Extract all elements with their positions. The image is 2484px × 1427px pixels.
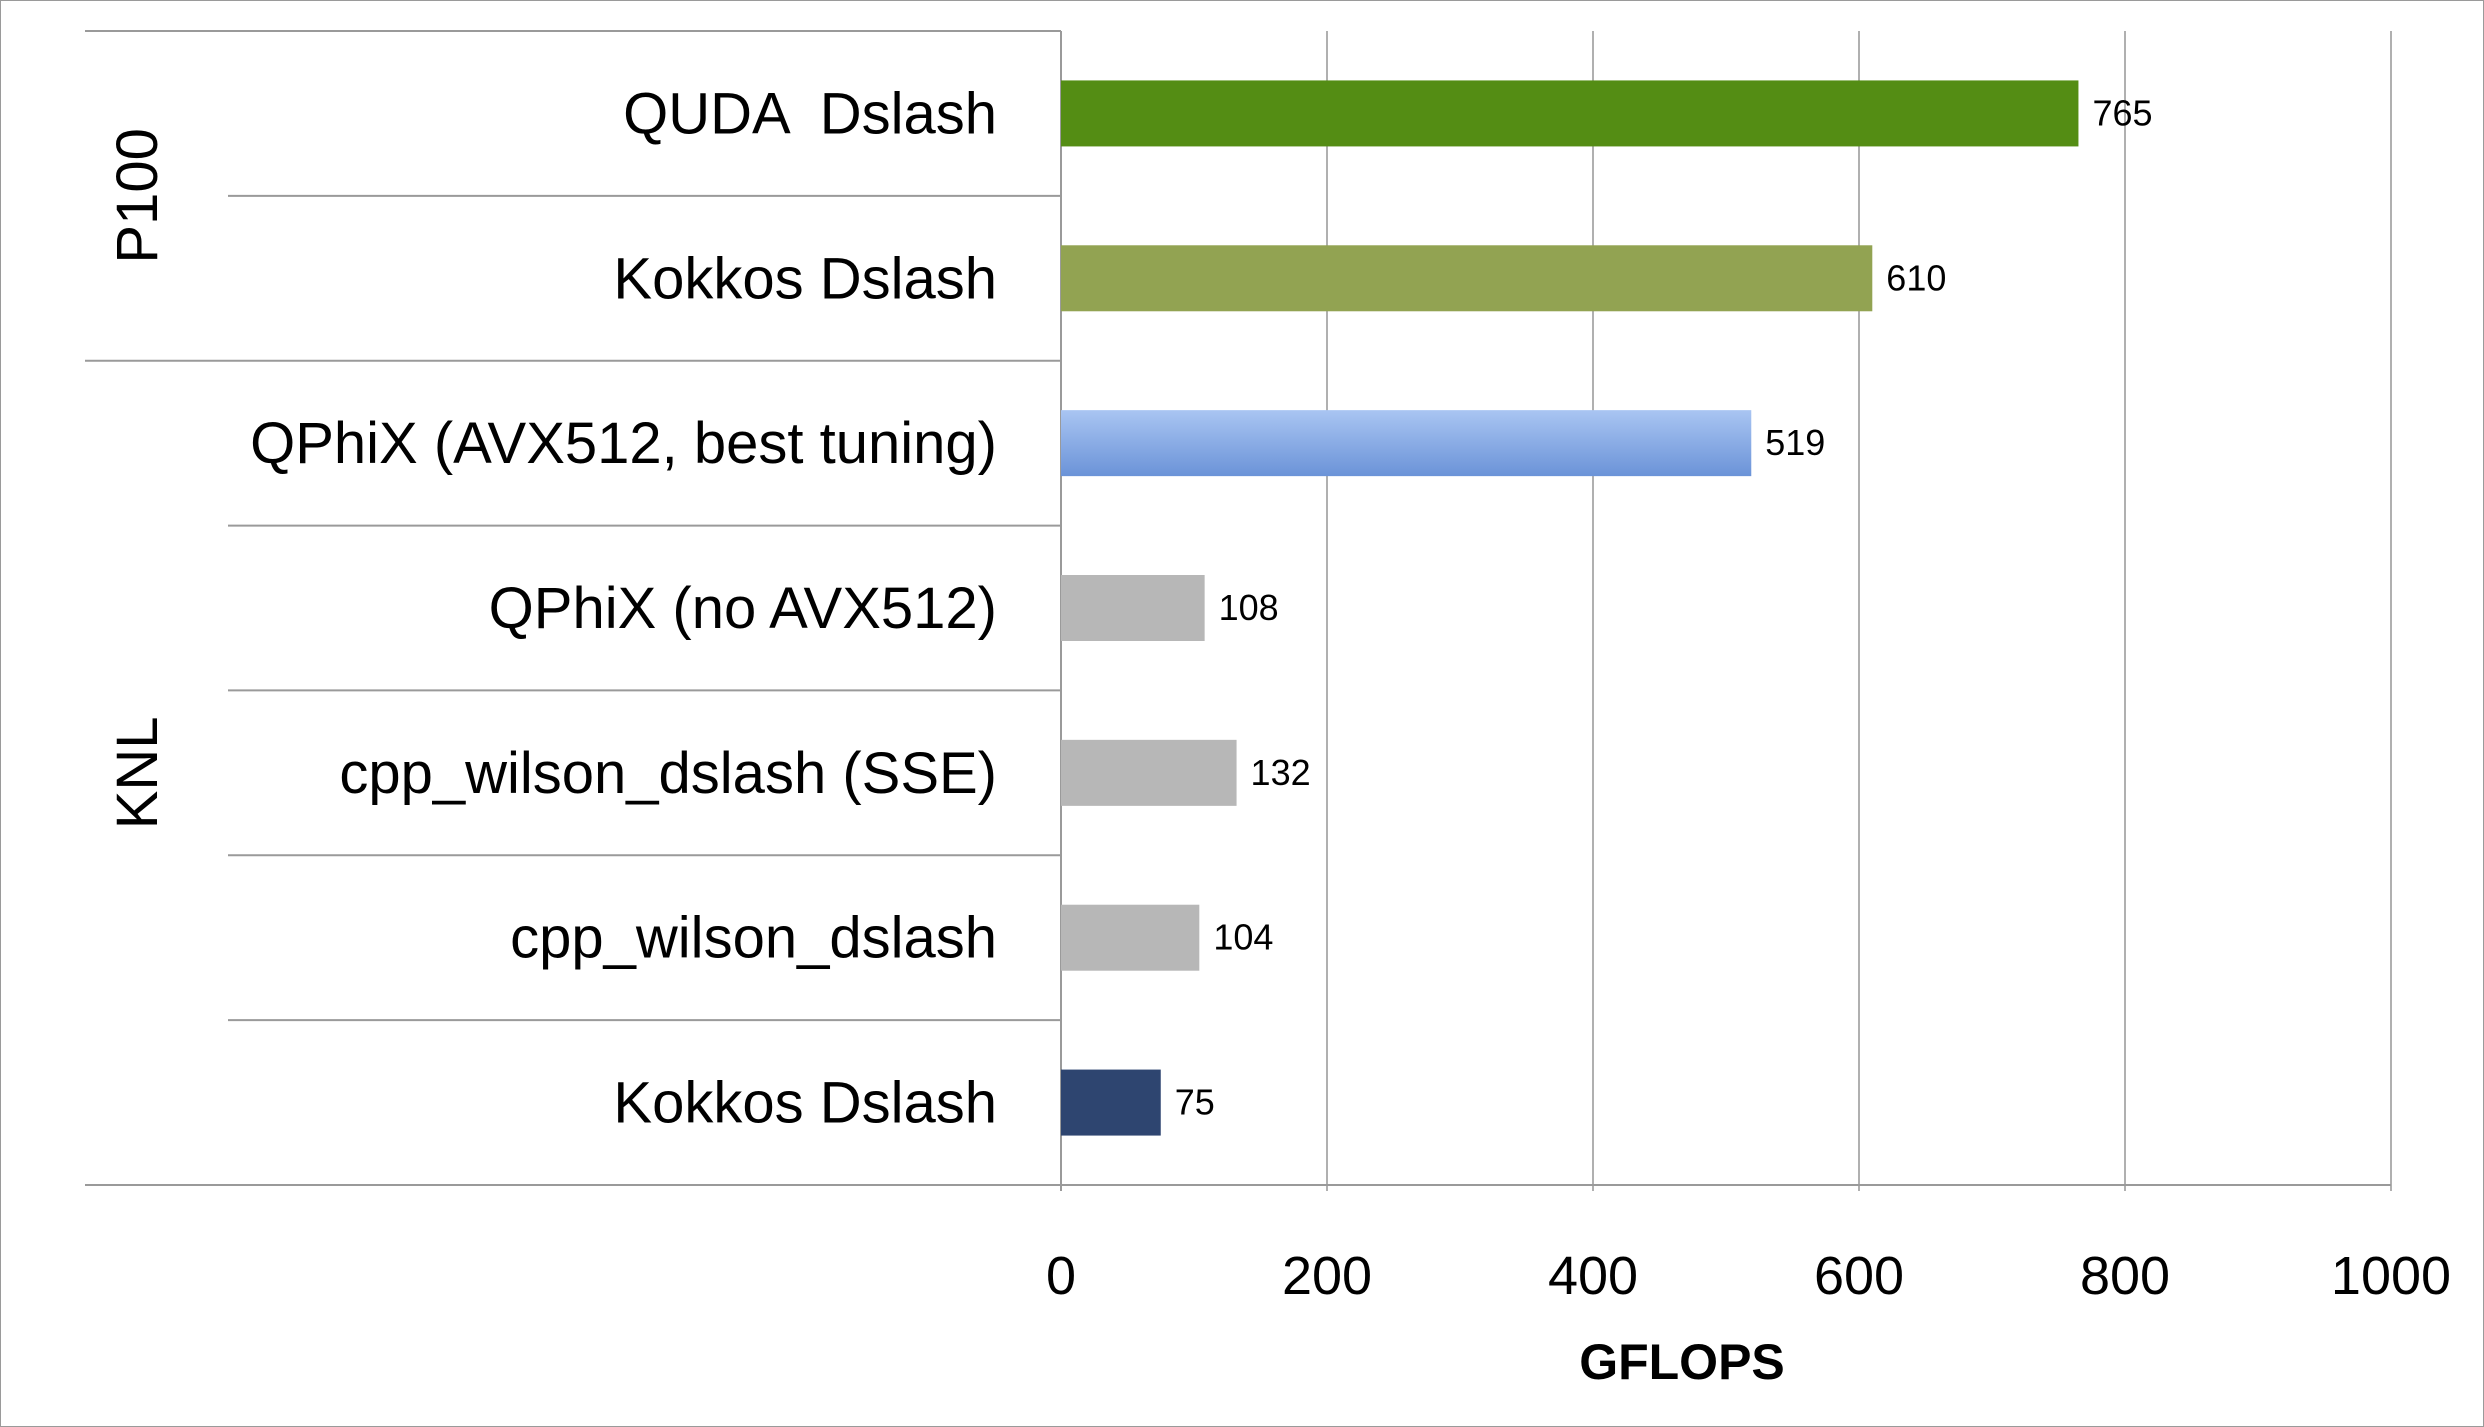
category-label: cpp_wilson_dslash — [510, 906, 997, 971]
x-tick-label: 600 — [1814, 1246, 1904, 1306]
bar — [1061, 245, 1873, 312]
bar — [1061, 904, 1200, 971]
bar — [1061, 410, 1752, 477]
data-label: 75 — [1175, 1082, 1215, 1123]
category-label: cpp_wilson_dslash (SSE) — [339, 741, 997, 806]
group-label: KNL — [105, 716, 170, 829]
data-label: 519 — [1765, 422, 1825, 463]
bar — [1061, 739, 1237, 806]
category-label: Kokkos Dslash — [613, 1071, 997, 1136]
bar — [1061, 80, 2079, 147]
data-label: 765 — [2092, 92, 2152, 133]
x-tick-label: 1000 — [2331, 1246, 2451, 1306]
x-tick-label: 200 — [1282, 1246, 1372, 1306]
bar — [1061, 575, 1205, 641]
group-label: P100 — [105, 128, 170, 263]
bars — [1061, 80, 2079, 1136]
data-labels: 765 610 519 108 132 104 75 — [1175, 92, 2153, 1122]
category-label: QUDA Dslash — [623, 81, 997, 146]
bar — [1061, 1069, 1161, 1136]
x-tick-label: 400 — [1548, 1246, 1638, 1306]
x-tick-label: 800 — [2080, 1246, 2170, 1306]
x-axis-title: GFLOPS — [1579, 1334, 1785, 1390]
category-label: QPhiX (AVX512, best tuning) — [250, 411, 997, 476]
x-axis-ticks: 0 200 400 600 800 1000 — [1046, 1246, 2451, 1306]
category-axis: QUDA Dslash Kokkos Dslash P100 QPhiX (AVX51… — [85, 30, 2391, 1191]
data-label: 104 — [1213, 917, 1273, 958]
data-label: 108 — [1219, 587, 1279, 628]
data-label: 132 — [1251, 752, 1311, 793]
category-label: Kokkos Dslash — [613, 246, 997, 311]
data-label: 610 — [1886, 257, 1946, 298]
category-label: QPhiX (no AVX512) — [489, 576, 997, 641]
x-tick-label: 0 — [1046, 1246, 1076, 1306]
